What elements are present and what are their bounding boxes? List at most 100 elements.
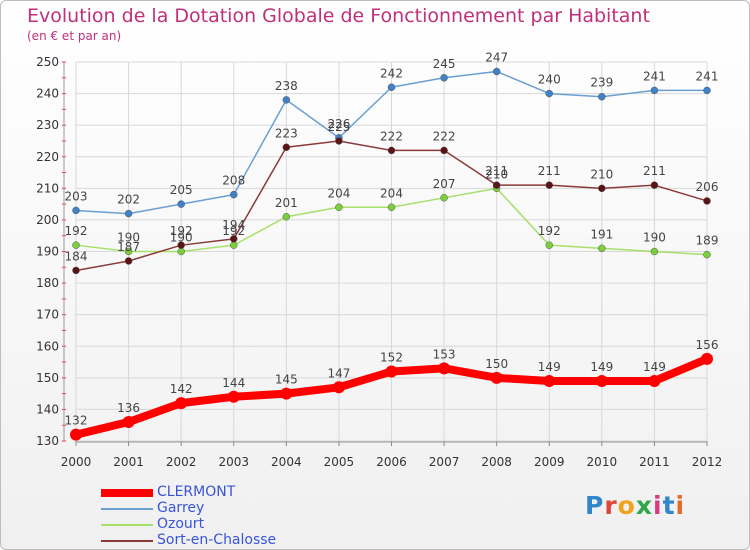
series-layer — [70, 67, 713, 441]
data-point-ozourt — [387, 203, 396, 212]
data-label-ozourt: 190 — [170, 231, 193, 245]
data-label-clermont: 147 — [327, 366, 350, 380]
data-label-ozourt: 204 — [327, 186, 350, 200]
data-label-clermont: 152 — [380, 351, 403, 365]
chart-title: Evolution de la Dotation Globale de Fonc… — [27, 5, 650, 27]
data-label-ozourt: 191 — [590, 227, 613, 241]
data-point-garrey — [598, 92, 606, 101]
x-tick-label: 2003 — [218, 455, 249, 469]
data-point-clermont — [490, 371, 503, 384]
legend-swatch — [101, 540, 153, 542]
data-point-garrey — [387, 83, 396, 92]
y-tick-label: 150 — [36, 371, 59, 385]
legend-item-sort-en-chalosse: Sort-en-Chalosse — [101, 532, 361, 549]
data-point-sort-en-chalosse — [387, 146, 396, 155]
data-label-clermont: 144 — [222, 376, 245, 390]
data-point-garrey — [124, 209, 133, 218]
data-label-sort-en-chalosse: 211 — [643, 164, 666, 178]
data-point-ozourt — [72, 241, 80, 249]
data-point-sort-en-chalosse — [230, 235, 238, 243]
y-tick-label: 140 — [36, 402, 59, 416]
data-label-sort-en-chalosse: 222 — [433, 129, 456, 143]
data-label-clermont: 132 — [65, 414, 88, 428]
data-label-garrey: 241 — [643, 69, 666, 83]
legend-label: Garrey — [157, 500, 205, 516]
data-label-sort-en-chalosse: 206 — [696, 180, 719, 194]
data-label-clermont: 145 — [275, 373, 298, 387]
data-label-garrey: 226 — [327, 117, 350, 131]
data-label-sort-en-chalosse: 222 — [380, 129, 403, 143]
proxiti-logo: Proxiti — [585, 491, 685, 520]
data-label-sort-en-chalosse: 211 — [485, 164, 508, 178]
y-tick-label: 130 — [36, 434, 59, 448]
data-label-garrey: 241 — [696, 69, 719, 83]
x-tick-label: 2011 — [639, 455, 670, 469]
data-label-clermont: 136 — [117, 401, 140, 415]
data-label-sort-en-chalosse: 223 — [275, 126, 298, 140]
data-label-ozourt: 192 — [65, 224, 88, 238]
legend-item-clermont: CLERMONT — [101, 484, 361, 501]
data-point-sort-en-chalosse — [703, 197, 711, 205]
data-point-ozourt — [230, 241, 238, 249]
x-tick-label: 2009 — [534, 455, 565, 469]
data-point-garrey — [177, 200, 185, 208]
data-label-ozourt: 210 — [485, 167, 508, 181]
y-tick-label: 230 — [36, 118, 59, 132]
y-tick-label: 160 — [36, 339, 59, 353]
legend-swatch — [101, 524, 153, 526]
legend-label: Sort-en-Chalosse — [157, 532, 277, 548]
legend-label: CLERMONT — [157, 484, 236, 500]
data-label-garrey: 240 — [538, 73, 561, 87]
y-tick-label: 200 — [36, 213, 59, 227]
data-point-ozourt — [282, 213, 291, 221]
data-point-sort-en-chalosse — [650, 181, 659, 189]
data-label-garrey: 245 — [433, 57, 456, 71]
data-label-clermont: 142 — [170, 382, 193, 396]
logo-letter: r — [604, 491, 618, 520]
legend-label: Ozourt — [157, 516, 205, 532]
x-tick-label: 2001 — [113, 455, 144, 469]
x-tick-label: 2006 — [376, 455, 407, 469]
logo-letter: t — [662, 491, 676, 520]
legend: CLERMONT Garrey Ozourt Sort-en-Chalosse — [101, 484, 361, 549]
data-point-ozourt — [177, 247, 185, 256]
data-point-sort-en-chalosse — [177, 241, 185, 249]
data-point-garrey — [492, 67, 501, 76]
data-label-clermont: 149 — [643, 360, 666, 374]
data-label-clermont: 149 — [538, 360, 561, 374]
data-label-ozourt: 192 — [538, 224, 561, 238]
data-point-clermont — [70, 428, 82, 441]
data-point-clermont — [595, 374, 608, 387]
data-label-garrey: 242 — [380, 66, 403, 80]
data-label-ozourt: 192 — [222, 224, 245, 238]
y-tick-label: 180 — [36, 276, 59, 290]
data-point-sort-en-chalosse — [598, 184, 606, 193]
y-tick-label: 210 — [36, 181, 59, 195]
x-tick-label: 2010 — [587, 455, 618, 469]
data-label-sort-en-chalosse: 211 — [538, 164, 561, 178]
axes: 130 140 150 160 170 180 190 200 210 220 230 240 250 2… — [36, 55, 722, 469]
data-label-ozourt: 207 — [433, 177, 456, 191]
y-tick-label: 240 — [36, 87, 59, 101]
data-label-garrey: 208 — [222, 174, 245, 188]
data-point-clermont — [648, 374, 661, 387]
data-label-sort-en-chalosse: 187 — [117, 240, 140, 254]
data-label-garrey: 247 — [485, 50, 508, 64]
data-label-sort-en-chalosse: 192 — [170, 224, 193, 238]
x-tick-label: 2005 — [324, 455, 355, 469]
chart-subtitle: (en € et par an) — [27, 29, 122, 43]
y-tick-label: 220 — [36, 150, 59, 164]
legend-item-ozourt: Ozourt — [101, 516, 361, 533]
data-point-clermont — [543, 374, 556, 387]
data-point-ozourt — [440, 194, 448, 202]
data-point-ozourt — [124, 247, 133, 256]
data-label-clermont: 149 — [590, 360, 613, 374]
y-tick-label: 250 — [36, 55, 59, 69]
data-point-garrey — [703, 86, 711, 95]
data-label-ozourt: 190 — [117, 231, 140, 245]
data-label-ozourt: 189 — [696, 234, 719, 248]
x-tick-label: 2007 — [429, 455, 460, 469]
legend-item-garrey: Garrey — [101, 500, 361, 517]
